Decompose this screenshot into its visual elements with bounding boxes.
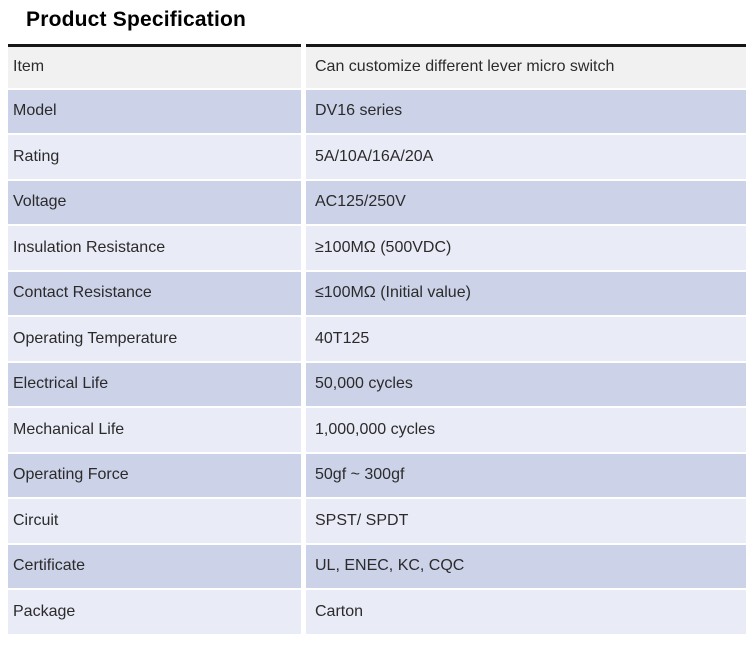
- spec-row: Operating Temperature 40T125: [8, 317, 746, 361]
- spec-row-label: Model: [8, 89, 301, 133]
- spec-row-label: Operating Temperature: [8, 317, 301, 361]
- spec-row: Electrical Life 50,000 cycles: [8, 362, 746, 406]
- spec-row-label: Certificate: [8, 544, 301, 588]
- spec-row: Voltage AC125/250V: [8, 180, 746, 224]
- spec-row: Circuit SPST/ SPDT: [8, 499, 746, 543]
- spec-row-label: Mechanical Life: [8, 408, 301, 452]
- spec-row: Item Can customize different lever micro …: [8, 44, 746, 88]
- spec-row-label: Operating Force: [8, 453, 301, 497]
- spec-row-value: ≥100MΩ (500VDC): [306, 226, 746, 270]
- spec-row-value: ≤100MΩ (Initial value): [306, 271, 746, 315]
- spec-row-label: Item: [8, 44, 301, 88]
- spec-row-label: Voltage: [8, 180, 301, 224]
- spec-row-value: AC125/250V: [306, 180, 746, 224]
- spec-row-value: 40T125: [306, 317, 746, 361]
- spec-row-value: Can customize different lever micro swit…: [306, 44, 746, 88]
- spec-row-label: Electrical Life: [8, 362, 301, 406]
- spec-row-value: 1,000,000 cycles: [306, 408, 746, 452]
- spec-row-label: Package: [8, 590, 301, 634]
- spec-row-value: Carton: [306, 590, 746, 634]
- spec-row: Certificate UL, ENEC, KC, CQC: [8, 544, 746, 588]
- spec-row-label: Circuit: [8, 499, 301, 543]
- spec-row: Mechanical Life 1,000,000 cycles: [8, 408, 746, 452]
- spec-row-value: SPST/ SPDT: [306, 499, 746, 543]
- spec-row-value: 50gf ~ 300gf: [306, 453, 746, 497]
- spec-row-label: Rating: [8, 135, 301, 179]
- spec-row-value: DV16 series: [306, 89, 746, 133]
- spec-row: Package Carton: [8, 590, 746, 634]
- spec-row-value: UL, ENEC, KC, CQC: [306, 544, 746, 588]
- page-title: Product Specification: [26, 8, 247, 31]
- spec-row: Model DV16 series: [8, 89, 746, 133]
- spec-table: Item Can customize different lever micro …: [8, 44, 746, 634]
- spec-row-label: Contact Resistance: [8, 271, 301, 315]
- spec-row: Rating 5A/10A/16A/20A: [8, 135, 746, 179]
- spec-row-value: 50,000 cycles: [306, 362, 746, 406]
- spec-row: Contact Resistance ≤100MΩ (Initial value): [8, 271, 746, 315]
- spec-row: Operating Force 50gf ~ 300gf: [8, 453, 746, 497]
- spec-row-value: 5A/10A/16A/20A: [306, 135, 746, 179]
- spec-row-label: Insulation Resistance: [8, 226, 301, 270]
- spec-row: Insulation Resistance ≥100MΩ (500VDC): [8, 226, 746, 270]
